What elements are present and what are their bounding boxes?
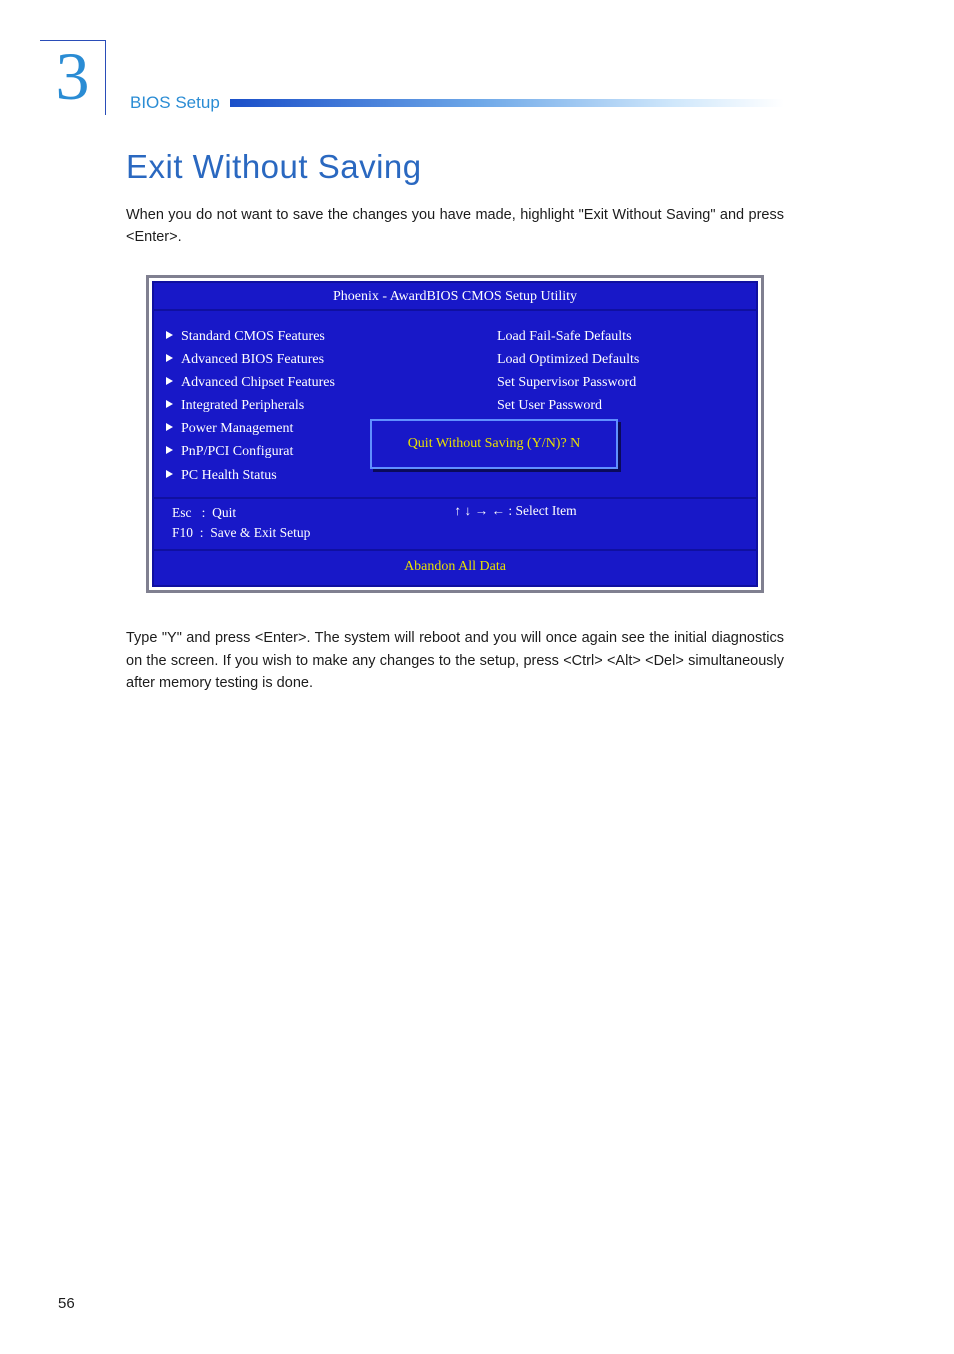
triangle-icon (166, 377, 173, 385)
bios-item-label: Integrated Peripherals (181, 398, 304, 413)
bios-menu-item: Advanced Chipset Features (166, 371, 455, 394)
bios-item-label: PnP/PCI Configurat (181, 444, 293, 459)
bios-columns: Standard CMOS Features Advanced BIOS Fea… (154, 311, 756, 497)
bios-menu-item: Set User Password (497, 394, 756, 417)
bios-item-label: PC Health Status (181, 468, 277, 483)
breadcrumb-bar (230, 99, 784, 107)
bios-item-label: Power Management (181, 421, 293, 436)
bios-menu-item: Integrated Peripherals (166, 394, 455, 417)
triangle-icon (166, 423, 173, 431)
triangle-icon (166, 354, 173, 362)
chapter-number: 3 (56, 42, 90, 114)
bios-menu-item: Load Optimized Defaults (497, 348, 756, 371)
bios-item-label: Advanced BIOS Features (181, 352, 324, 367)
bios-menu-item: Standard CMOS Features (166, 325, 455, 348)
bios-footer-keys: Esc : Quit F10 : Save & Exit Setup ↑ ↓ →… (154, 497, 756, 550)
bios-menu-item: Advanced BIOS Features (166, 348, 455, 371)
bios-item-label: Advanced Chipset Features (181, 375, 335, 390)
page-header: 3 BIOS Setup (40, 40, 784, 115)
triangle-icon (166, 400, 173, 408)
content-area: Exit Without Saving When you do not want… (126, 148, 784, 721)
bios-screenshot: Phoenix - AwardBIOS CMOS Setup Utility S… (146, 275, 764, 593)
triangle-icon (166, 331, 173, 339)
bios-key-f10: F10 : Save & Exit Setup (172, 523, 432, 543)
bios-key-esc: Esc : Quit (172, 503, 432, 523)
bios-dialog-text: Quit Without Saving (Y/N)? N (408, 436, 581, 452)
chapter-box: 3 (40, 40, 106, 115)
page-number: 56 (58, 1295, 75, 1312)
bios-menu-item: Load Fail-Safe Defaults (497, 325, 756, 348)
breadcrumb-label: BIOS Setup (130, 93, 220, 113)
paragraph-intro: When you do not want to save the changes… (126, 204, 784, 249)
bios-frame: Phoenix - AwardBIOS CMOS Setup Utility S… (152, 281, 758, 587)
paragraph-outro: Type "Y" and press <Enter>. The system w… (126, 627, 784, 694)
breadcrumb: BIOS Setup (106, 93, 784, 115)
bios-item-label: Standard CMOS Features (181, 329, 325, 344)
bios-menu-item: Set Supervisor Password (497, 371, 756, 394)
bios-fkeys: Esc : Quit F10 : Save & Exit Setup (172, 503, 432, 544)
bios-footer-msg: Abandon All Data (154, 549, 756, 585)
bios-navkeys: ↑ ↓ → ← : Select Item (432, 503, 738, 544)
bios-title: Phoenix - AwardBIOS CMOS Setup Utility (154, 283, 756, 311)
triangle-icon (166, 446, 173, 454)
bios-dialog: Quit Without Saving (Y/N)? N (370, 419, 618, 469)
triangle-icon (166, 470, 173, 478)
page-title: Exit Without Saving (126, 148, 784, 186)
